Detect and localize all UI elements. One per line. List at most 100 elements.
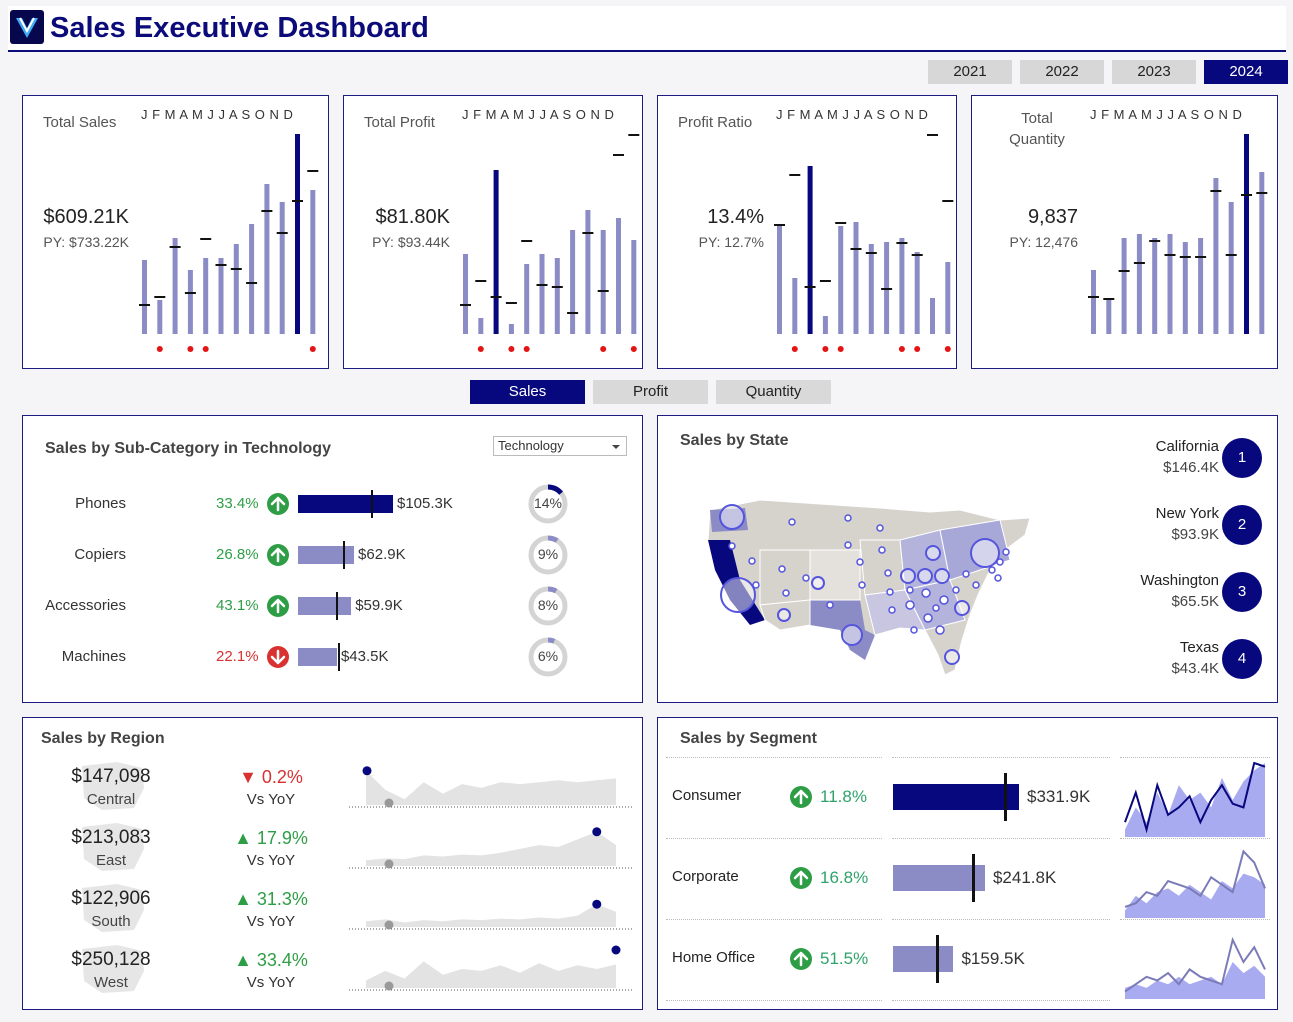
- month-bar: [600, 230, 606, 334]
- kpi-label: Total Sales: [43, 114, 117, 131]
- segment-name: Corporate: [672, 868, 739, 885]
- target-mark: [1003, 773, 1007, 821]
- segment-bar[interactable]: [893, 946, 954, 972]
- month-bar: [554, 258, 560, 334]
- month-bar: [203, 258, 209, 334]
- sparkline-peak-dot: [592, 899, 602, 909]
- region-yoy-label: Vs YoY: [246, 852, 296, 869]
- month-bar: [585, 210, 591, 334]
- region-title: Sales by Region: [41, 730, 165, 747]
- tab-sales[interactable]: Sales: [470, 380, 585, 404]
- prior-year-mark: [200, 238, 212, 240]
- month-bar: [570, 230, 576, 334]
- month-bar: [142, 260, 147, 334]
- row-divider: [666, 919, 882, 920]
- prior-year-mark: [1225, 254, 1237, 256]
- segment-area-chart[interactable]: [1122, 840, 1267, 920]
- monthly-bar-chart[interactable]: [454, 126, 644, 366]
- us-map[interactable]: [700, 490, 1040, 680]
- prior-year-mark: [169, 246, 181, 248]
- month-bar: [478, 318, 484, 334]
- tab-quantity[interactable]: Quantity: [716, 380, 831, 404]
- region-yoy: ▲ 33.4%: [211, 950, 331, 971]
- region-sparkline[interactable]: [349, 760, 634, 815]
- year-button-2024[interactable]: 2024: [1204, 60, 1288, 84]
- segment-bar[interactable]: [893, 784, 1019, 810]
- monthly-bar-chart[interactable]: [133, 126, 323, 366]
- kpi-previous-year: PY: $93.44K: [372, 234, 450, 250]
- prior-year-mark: [1164, 254, 1176, 256]
- region-name: South: [91, 913, 131, 930]
- prior-year-mark: [230, 268, 242, 270]
- rank-badge: 2: [1222, 505, 1262, 545]
- segment-name: Home Office: [672, 949, 756, 966]
- state-name: Texas: [1179, 639, 1219, 656]
- region-sparkline[interactable]: [349, 882, 634, 937]
- state-value: $65.5K: [1171, 593, 1219, 610]
- kpi-panel-0[interactable]: Total Sales $609.21K PY: $733.22K J F M A M…: [22, 95, 329, 369]
- kpi-label: Total Profit: [364, 114, 435, 131]
- tab-profit[interactable]: Profit: [593, 380, 708, 404]
- year-button-2022[interactable]: 2022: [1020, 60, 1104, 84]
- row-divider: [666, 757, 882, 758]
- state-title: Sales by State: [680, 432, 789, 449]
- sparkline-peak-dot: [611, 945, 621, 955]
- month-bar: [1228, 202, 1234, 334]
- region-sparkline[interactable]: [349, 943, 634, 998]
- below-target-flag: [630, 346, 637, 352]
- arrow-down-icon: [267, 646, 289, 668]
- prior-year-mark: [246, 282, 258, 284]
- subcategory-value: $62.9K: [358, 546, 406, 563]
- prior-year-mark: [154, 296, 166, 298]
- prior-year-mark: [597, 290, 609, 292]
- prior-year-mark: [789, 174, 801, 176]
- below-target-flag: [508, 346, 515, 352]
- subcategory-bar[interactable]: [298, 495, 393, 513]
- state-value: $146.4K: [1163, 459, 1219, 476]
- month-bar: [1167, 234, 1173, 334]
- arrow-up-icon: [267, 493, 289, 515]
- target-mark: [342, 541, 345, 569]
- prior-year-mark: [942, 200, 954, 202]
- arrow-up-icon: [267, 544, 289, 566]
- month-bar: [539, 254, 545, 334]
- segment-area-chart[interactable]: [1122, 921, 1267, 1001]
- prior-year-mark: [582, 232, 594, 234]
- segment-area-chart[interactable]: [1122, 759, 1267, 839]
- state-value: $93.9K: [1171, 526, 1219, 543]
- year-button-2021[interactable]: 2021: [928, 60, 1012, 84]
- segment-yoy: 11.8%: [820, 787, 867, 806]
- kpi-panel-1[interactable]: Total Profit $81.80K PY: $93.44K J F M A M …: [343, 95, 643, 369]
- segment-bar[interactable]: [893, 865, 985, 891]
- subcategory-bar[interactable]: [298, 597, 352, 615]
- monthly-bar-chart[interactable]: [768, 126, 958, 366]
- row-divider: [1120, 838, 1270, 839]
- prior-year-mark: [1256, 192, 1268, 194]
- month-labels: J F M A M J J A S O N D: [462, 107, 615, 122]
- rank-badge: 3: [1222, 572, 1262, 612]
- target-mark: [972, 854, 976, 902]
- region-sparkline[interactable]: [349, 821, 634, 876]
- prior-year-mark: [896, 242, 908, 244]
- year-button-2023[interactable]: 2023: [1112, 60, 1196, 84]
- triangle-down-icon: ▼: [239, 767, 262, 787]
- kpi-value: $609.21K: [43, 206, 129, 228]
- subcategory-bar[interactable]: [298, 648, 337, 666]
- region-yoy-value: 0.2%: [261, 767, 303, 787]
- below-target-flag: [309, 346, 316, 352]
- kpi-previous-year: PY: 12.7%: [698, 234, 764, 250]
- category-dropdown[interactable]: Technology: [493, 436, 627, 456]
- subcategory-bar[interactable]: [298, 546, 355, 564]
- segment-value: $159.5K: [961, 949, 1025, 968]
- below-target-flag: [944, 346, 951, 352]
- kpi-panel-2[interactable]: Profit Ratio 13.4% PY: 12.7% J F M A M J J …: [657, 95, 957, 369]
- prior-year-mark: [276, 232, 288, 234]
- prior-year-mark: [1118, 270, 1130, 272]
- month-labels: J F M A M J J A S O N D: [1090, 107, 1243, 122]
- prior-year-mark: [1103, 298, 1115, 300]
- month-bar: [493, 170, 499, 334]
- kpi-panel-3[interactable]: Total Quantity 9,837 PY: 12,476 J F M A M J…: [971, 95, 1278, 369]
- prior-year-mark: [184, 292, 196, 294]
- monthly-bar-chart[interactable]: [1082, 126, 1272, 366]
- kpi-previous-year: PY: $733.22K: [43, 234, 129, 250]
